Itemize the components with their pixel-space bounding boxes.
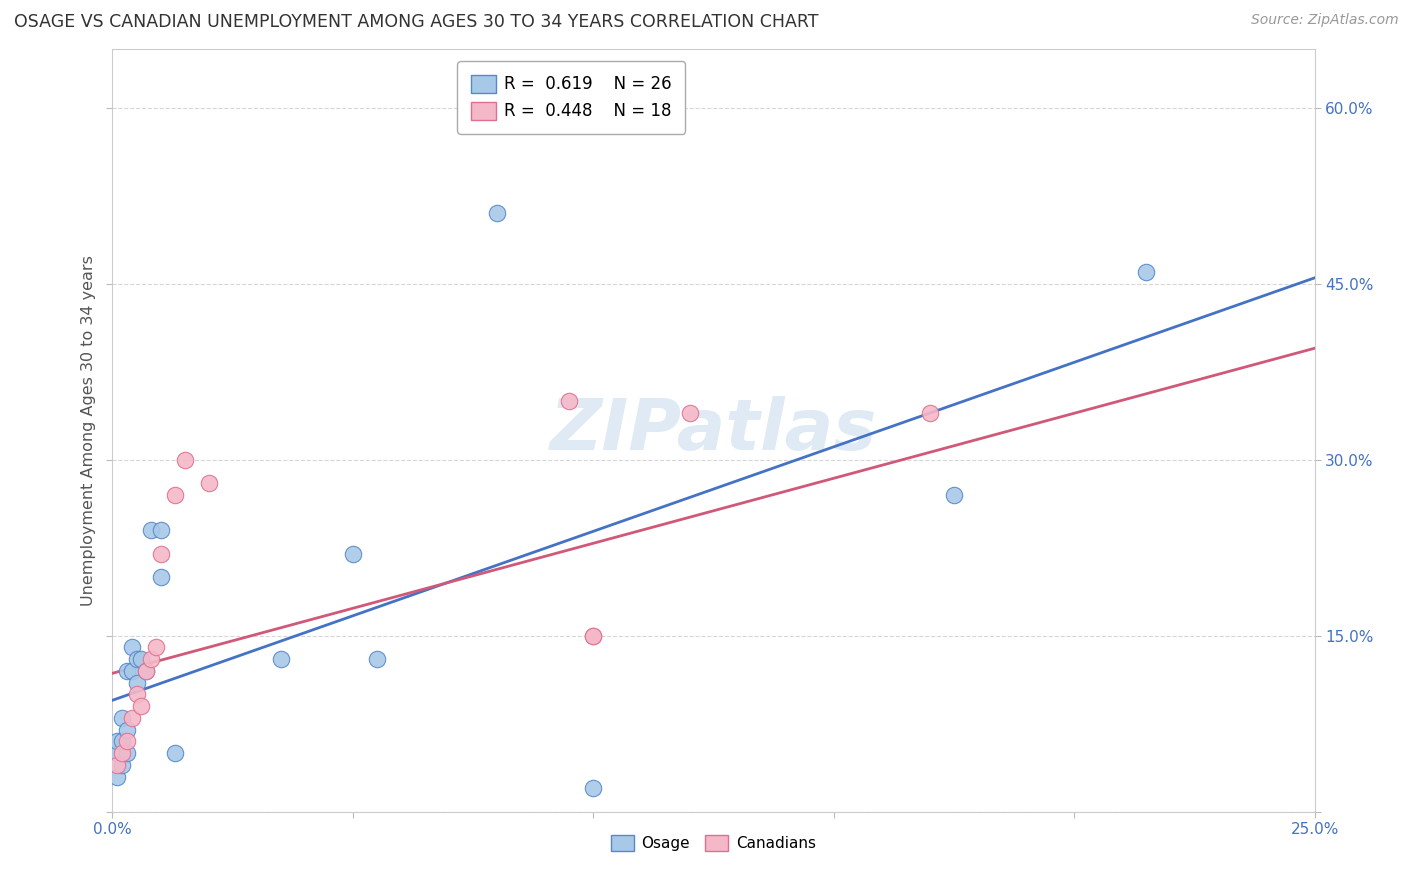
Point <box>135 664 157 678</box>
Point <box>678 406 700 420</box>
Text: Source: ZipAtlas.com: Source: ZipAtlas.com <box>1251 13 1399 28</box>
Point <box>125 652 148 666</box>
Point <box>942 488 965 502</box>
Point <box>111 711 134 725</box>
Point <box>125 687 148 701</box>
Point <box>115 734 138 748</box>
Point <box>135 664 157 678</box>
Point <box>131 699 153 714</box>
Point <box>149 523 172 537</box>
Point <box>149 547 172 561</box>
Point <box>139 652 162 666</box>
Point <box>582 629 605 643</box>
Point <box>121 640 143 655</box>
Point <box>115 664 138 678</box>
Point <box>121 664 143 678</box>
Point <box>149 570 172 584</box>
Point <box>105 734 128 748</box>
Point <box>121 711 143 725</box>
Point <box>105 770 128 784</box>
Y-axis label: Unemployment Among Ages 30 to 34 years: Unemployment Among Ages 30 to 34 years <box>80 255 96 606</box>
Point <box>111 746 134 760</box>
Point <box>1135 265 1157 279</box>
Point <box>558 394 581 409</box>
Point <box>918 406 941 420</box>
Point <box>145 640 167 655</box>
Point <box>105 746 128 760</box>
Point <box>270 652 292 666</box>
Point <box>111 757 134 772</box>
Point <box>139 523 162 537</box>
Point <box>115 746 138 760</box>
Point <box>342 547 364 561</box>
Text: ZIPatlas: ZIPatlas <box>550 396 877 465</box>
Point <box>125 675 148 690</box>
Point <box>105 757 128 772</box>
Point <box>582 629 605 643</box>
Point <box>582 781 605 796</box>
Point <box>197 476 219 491</box>
Text: OSAGE VS CANADIAN UNEMPLOYMENT AMONG AGES 30 TO 34 YEARS CORRELATION CHART: OSAGE VS CANADIAN UNEMPLOYMENT AMONG AGE… <box>14 13 818 31</box>
Point <box>115 723 138 737</box>
Point <box>366 652 388 666</box>
Legend: Osage, Canadians: Osage, Canadians <box>605 829 823 857</box>
Point <box>131 652 153 666</box>
Point <box>486 206 509 220</box>
Point <box>163 746 186 760</box>
Point <box>163 488 186 502</box>
Point <box>173 452 195 467</box>
Point <box>111 734 134 748</box>
